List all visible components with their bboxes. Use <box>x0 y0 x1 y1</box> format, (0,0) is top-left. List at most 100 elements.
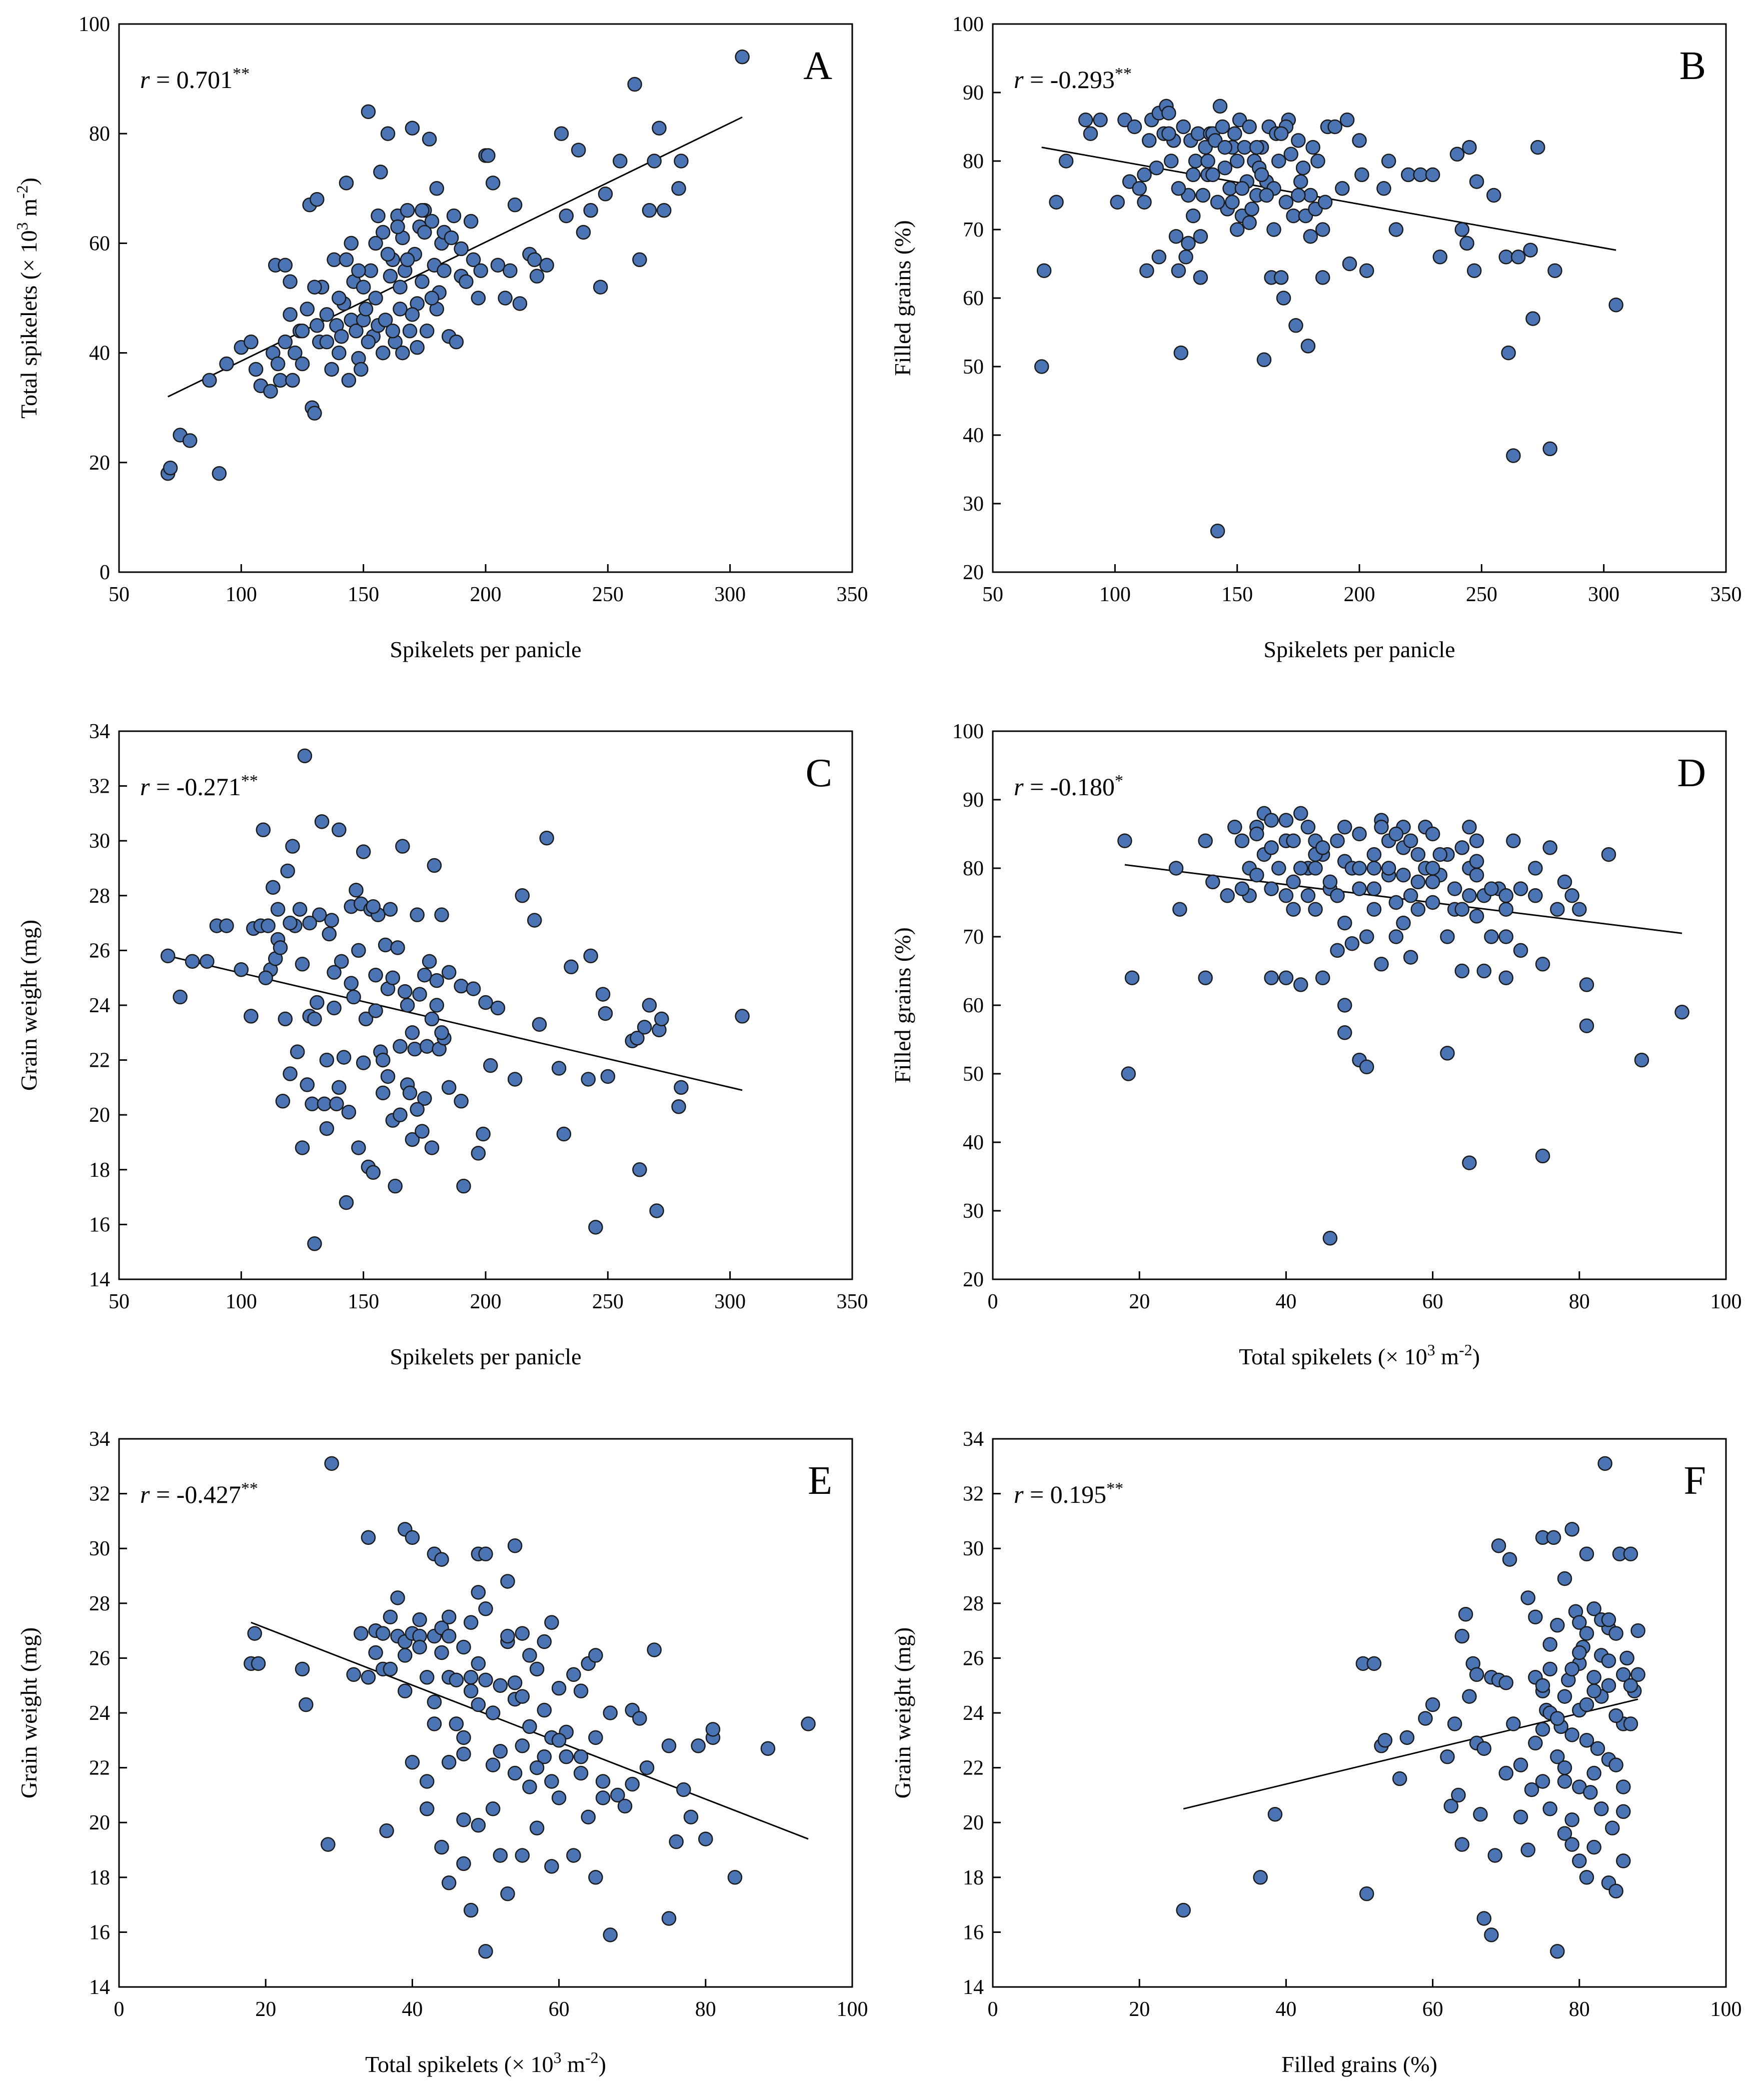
data-point <box>1188 154 1203 169</box>
data-point <box>410 1102 425 1117</box>
data-point <box>1330 833 1345 848</box>
data-point <box>332 291 347 306</box>
data-point <box>656 203 672 218</box>
x-tick-label: 100 <box>1710 1290 1742 1313</box>
data-point <box>1513 943 1528 958</box>
data-point <box>1205 874 1220 890</box>
data-point <box>1315 222 1330 237</box>
data-point <box>1535 957 1550 972</box>
data-point <box>539 830 554 846</box>
data-point <box>368 236 383 251</box>
data-point <box>1034 359 1049 374</box>
data-point <box>1185 167 1201 183</box>
y-tick-label: 16 <box>963 1921 984 1944</box>
data-point <box>1586 1765 1601 1781</box>
data-point <box>415 203 430 218</box>
data-point <box>424 1140 440 1155</box>
data-point <box>1352 826 1367 842</box>
data-point <box>327 1000 342 1016</box>
data-point <box>1359 1059 1374 1075</box>
data-point <box>356 844 371 859</box>
data-point <box>537 1749 552 1764</box>
data-point <box>1425 895 1440 910</box>
data-point <box>322 926 337 942</box>
data-point <box>1303 229 1318 244</box>
data-point <box>1616 1779 1631 1794</box>
data-point <box>485 1757 501 1772</box>
data-point <box>642 998 657 1013</box>
data-point <box>376 1626 391 1641</box>
data-point <box>1227 126 1242 141</box>
data-point <box>493 1678 508 1693</box>
y-tick-label: 80 <box>963 857 984 880</box>
data-point <box>556 1126 572 1142</box>
y-tick-label: 16 <box>89 1213 110 1236</box>
data-point <box>441 1609 457 1624</box>
data-point <box>456 1178 471 1194</box>
data-point <box>366 1165 381 1180</box>
data-point <box>356 1055 371 1070</box>
data-point <box>454 978 469 994</box>
data-point <box>299 1697 314 1712</box>
data-point <box>1432 847 1448 862</box>
data-point <box>1425 861 1440 876</box>
data-point <box>378 313 393 328</box>
y-tick-label: 32 <box>89 775 110 798</box>
data-point <box>1396 867 1411 883</box>
y-tick-label: 34 <box>89 720 110 743</box>
data-point <box>361 1670 376 1685</box>
data-point <box>1476 1911 1491 1926</box>
data-point <box>1139 263 1154 278</box>
data-point <box>671 181 686 196</box>
data-point <box>456 1639 471 1655</box>
data-point <box>327 965 342 980</box>
data-point <box>332 1080 347 1095</box>
data-point <box>302 915 317 931</box>
data-point <box>295 1140 310 1155</box>
data-point <box>500 1886 515 1901</box>
data-point <box>1601 1612 1616 1627</box>
data-point <box>532 1017 547 1032</box>
data-point <box>1498 250 1513 265</box>
data-point <box>419 1801 435 1816</box>
data-point <box>735 50 750 65</box>
data-point <box>705 1722 721 1737</box>
data-point <box>361 334 376 350</box>
data-point <box>344 236 359 251</box>
data-point <box>459 274 474 289</box>
data-point <box>583 948 598 964</box>
data-point <box>1198 833 1213 848</box>
data-point <box>1217 160 1232 176</box>
data-point <box>402 1085 418 1101</box>
data-point <box>244 334 259 350</box>
data-point <box>588 1870 603 1885</box>
data-point <box>551 1061 567 1076</box>
data-point <box>1264 970 1279 985</box>
data-point <box>603 1927 618 1942</box>
data-point <box>1590 1741 1605 1756</box>
data-point <box>581 1072 596 1087</box>
data-point <box>1283 147 1298 162</box>
x-tick-label: 100 <box>837 1998 868 2021</box>
x-tick-label: 300 <box>714 1290 746 1313</box>
data-point <box>1550 1711 1565 1726</box>
data-point <box>376 1085 391 1101</box>
x-tick-label: 300 <box>1588 583 1619 606</box>
data-point <box>471 291 486 306</box>
data-point <box>573 1765 589 1781</box>
data-point <box>1579 1546 1594 1561</box>
data-point <box>1163 154 1179 169</box>
data-point <box>1535 1774 1550 1789</box>
data-point <box>478 1546 493 1561</box>
data-point <box>1193 229 1208 244</box>
data-point <box>1381 861 1396 876</box>
data-point <box>449 334 464 350</box>
data-point <box>292 902 308 917</box>
data-point <box>1550 1749 1565 1764</box>
data-point <box>598 1006 613 1021</box>
data-point <box>1374 820 1389 835</box>
data-point <box>1410 847 1426 862</box>
data-point <box>473 263 488 278</box>
data-point <box>1550 1617 1565 1633</box>
